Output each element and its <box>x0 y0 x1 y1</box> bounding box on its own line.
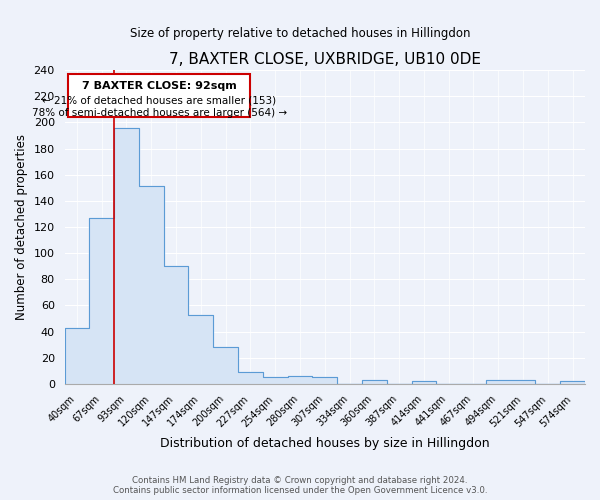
Y-axis label: Number of detached properties: Number of detached properties <box>15 134 28 320</box>
X-axis label: Distribution of detached houses by size in Hillingdon: Distribution of detached houses by size … <box>160 437 490 450</box>
Text: 78% of semi-detached houses are larger (564) →: 78% of semi-detached houses are larger (… <box>32 108 287 118</box>
Text: 7 BAXTER CLOSE: 92sqm: 7 BAXTER CLOSE: 92sqm <box>82 80 237 90</box>
Polygon shape <box>65 128 585 384</box>
Title: 7, BAXTER CLOSE, UXBRIDGE, UB10 0DE: 7, BAXTER CLOSE, UXBRIDGE, UB10 0DE <box>169 52 481 68</box>
Text: Size of property relative to detached houses in Hillingdon: Size of property relative to detached ho… <box>130 28 470 40</box>
FancyBboxPatch shape <box>68 74 250 117</box>
Text: ← 21% of detached houses are smaller (153): ← 21% of detached houses are smaller (15… <box>42 95 277 105</box>
Text: Contains HM Land Registry data © Crown copyright and database right 2024.
Contai: Contains HM Land Registry data © Crown c… <box>113 476 487 495</box>
